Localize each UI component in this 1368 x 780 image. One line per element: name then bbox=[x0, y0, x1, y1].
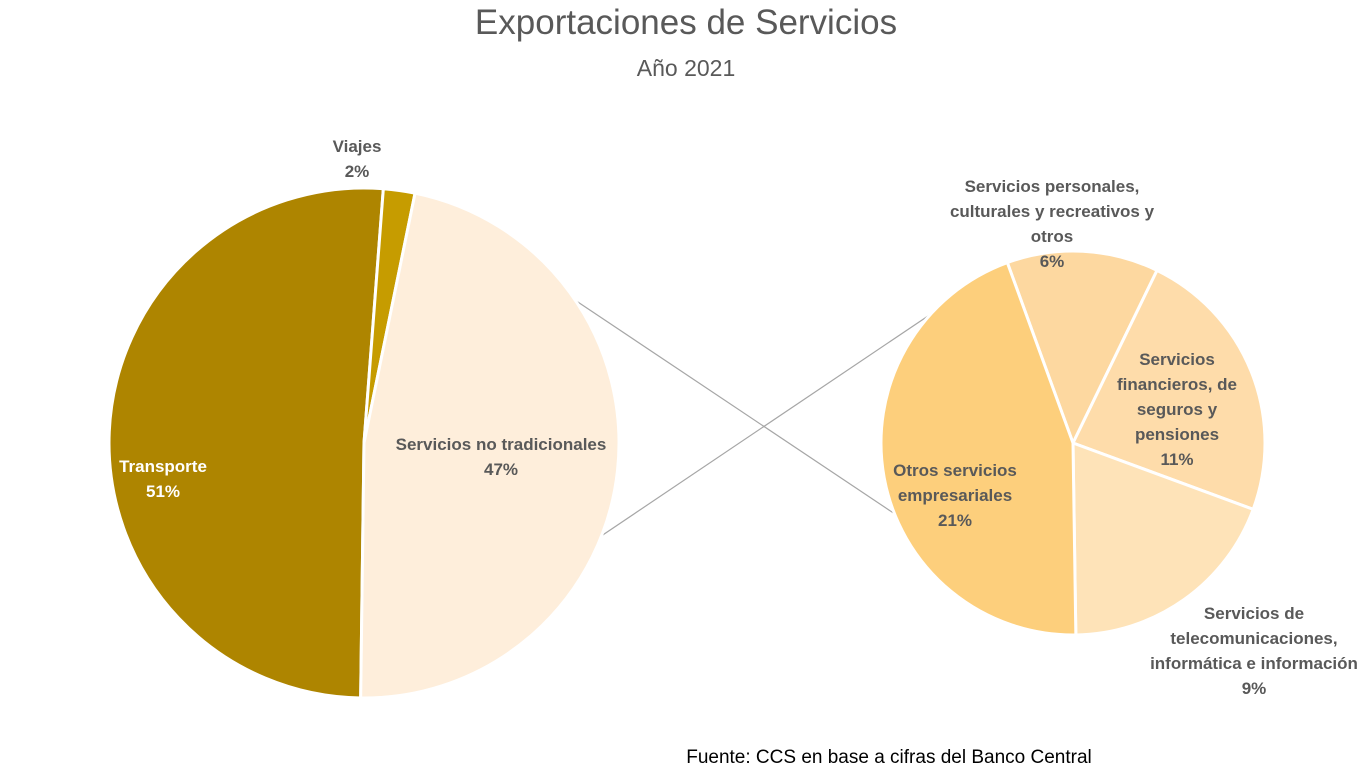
slice-transporte bbox=[107, 186, 385, 700]
label-servicios-personales-culturales-y-recreativos-y-otros: Servicios personales, culturales y recrea… bbox=[950, 177, 1155, 271]
slice-servicios-personales-culturales-y-recreativos-y-otros bbox=[1005, 249, 1160, 447]
label-transporte: Transporte 51% bbox=[119, 457, 207, 501]
slice-otros-servicios-empresariales bbox=[879, 260, 1078, 637]
label-servicios-no-tradicionales: Servicios no tradicionales 47% bbox=[396, 435, 607, 479]
label-transporte-value: 51% bbox=[146, 482, 180, 501]
data-labels: Transporte 51% Viajes 2% Servicios no tradic… bbox=[119, 137, 1358, 698]
chart-subtitle: Año 2021 bbox=[637, 55, 735, 81]
label-otros-servicios-empresariales: Otros servicios empresariales 21% bbox=[893, 461, 1017, 530]
label-servicios-no-tradicionales-value: 47% bbox=[484, 460, 518, 479]
slice-servicios-de-telecomunicaciones-informatica-e-informacion bbox=[1071, 440, 1256, 637]
label-servicios-financieros-de-seguros-y-pensiones: Servicios financieros, de seguros y pension… bbox=[1117, 350, 1237, 469]
slice-servicios-no-tradicionales bbox=[359, 191, 621, 700]
source-note: Fuente: CCS en base a cifras del Banco C… bbox=[686, 747, 1092, 768]
label-servicios-financieros-de-seguros-y-pensiones-value: 11% bbox=[1160, 450, 1193, 469]
label-viajes: Viajes 2% bbox=[333, 137, 382, 181]
breakdown-pie bbox=[879, 249, 1267, 637]
label-otros-servicios-empresariales-value: 21% bbox=[938, 511, 972, 530]
label-servicios-de-telecomunicaciones-informatica-e-informacion-value: 9% bbox=[1242, 679, 1267, 698]
label-viajes-value: 2% bbox=[345, 162, 370, 181]
label-servicios-de-telecomunicaciones-informatica-e-informacion: Servicios de telecomunicaciones, informáti… bbox=[1150, 604, 1358, 698]
label-servicios-personales-culturales-y-recreativos-y-otros-value: 6% bbox=[1040, 252, 1065, 271]
main-pie bbox=[107, 186, 621, 700]
chart-title: Exportaciones de Servicios bbox=[475, 3, 897, 42]
slice-servicios-financieros-de-seguros-y-pensiones bbox=[1070, 268, 1267, 512]
